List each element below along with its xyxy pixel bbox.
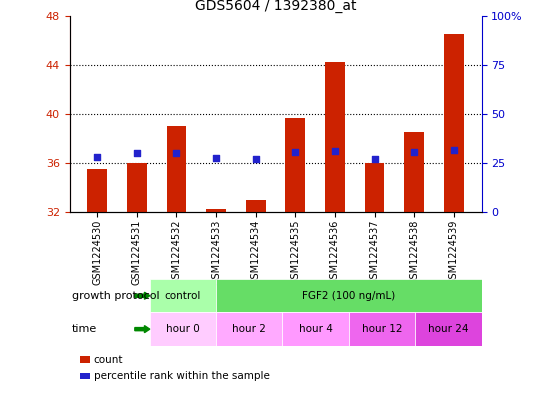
Bar xyxy=(286,118,305,212)
Point xyxy=(410,149,418,155)
Point xyxy=(449,147,458,153)
FancyBboxPatch shape xyxy=(216,279,482,312)
FancyBboxPatch shape xyxy=(150,312,216,346)
Point xyxy=(370,156,379,163)
Bar xyxy=(166,126,186,212)
Text: hour 2: hour 2 xyxy=(232,324,266,334)
Text: growth protocol: growth protocol xyxy=(72,291,160,301)
FancyBboxPatch shape xyxy=(415,312,482,346)
Text: hour 12: hour 12 xyxy=(362,324,402,334)
Text: hour 0: hour 0 xyxy=(166,324,200,334)
Text: FGF2 (100 ng/mL): FGF2 (100 ng/mL) xyxy=(302,291,395,301)
Text: count: count xyxy=(94,354,123,365)
Text: time: time xyxy=(72,324,97,334)
Bar xyxy=(127,163,147,212)
FancyBboxPatch shape xyxy=(150,279,216,312)
FancyBboxPatch shape xyxy=(349,312,415,346)
Point xyxy=(251,156,260,163)
Point xyxy=(212,155,220,161)
FancyBboxPatch shape xyxy=(282,312,349,346)
Point xyxy=(331,148,339,154)
Text: percentile rank within the sample: percentile rank within the sample xyxy=(94,371,270,381)
Bar xyxy=(246,200,265,212)
Point xyxy=(172,150,181,156)
Bar xyxy=(365,163,385,212)
Text: control: control xyxy=(165,291,201,301)
Point xyxy=(291,149,300,155)
Bar xyxy=(87,169,107,212)
Title: GDS5604 / 1392380_at: GDS5604 / 1392380_at xyxy=(195,0,356,13)
Bar xyxy=(404,132,424,212)
Text: hour 4: hour 4 xyxy=(299,324,333,334)
Bar xyxy=(325,62,345,212)
Point xyxy=(93,154,102,160)
Text: hour 24: hour 24 xyxy=(428,324,469,334)
Bar xyxy=(444,34,464,212)
Point xyxy=(133,150,141,156)
FancyBboxPatch shape xyxy=(216,312,282,346)
Bar xyxy=(206,209,226,212)
